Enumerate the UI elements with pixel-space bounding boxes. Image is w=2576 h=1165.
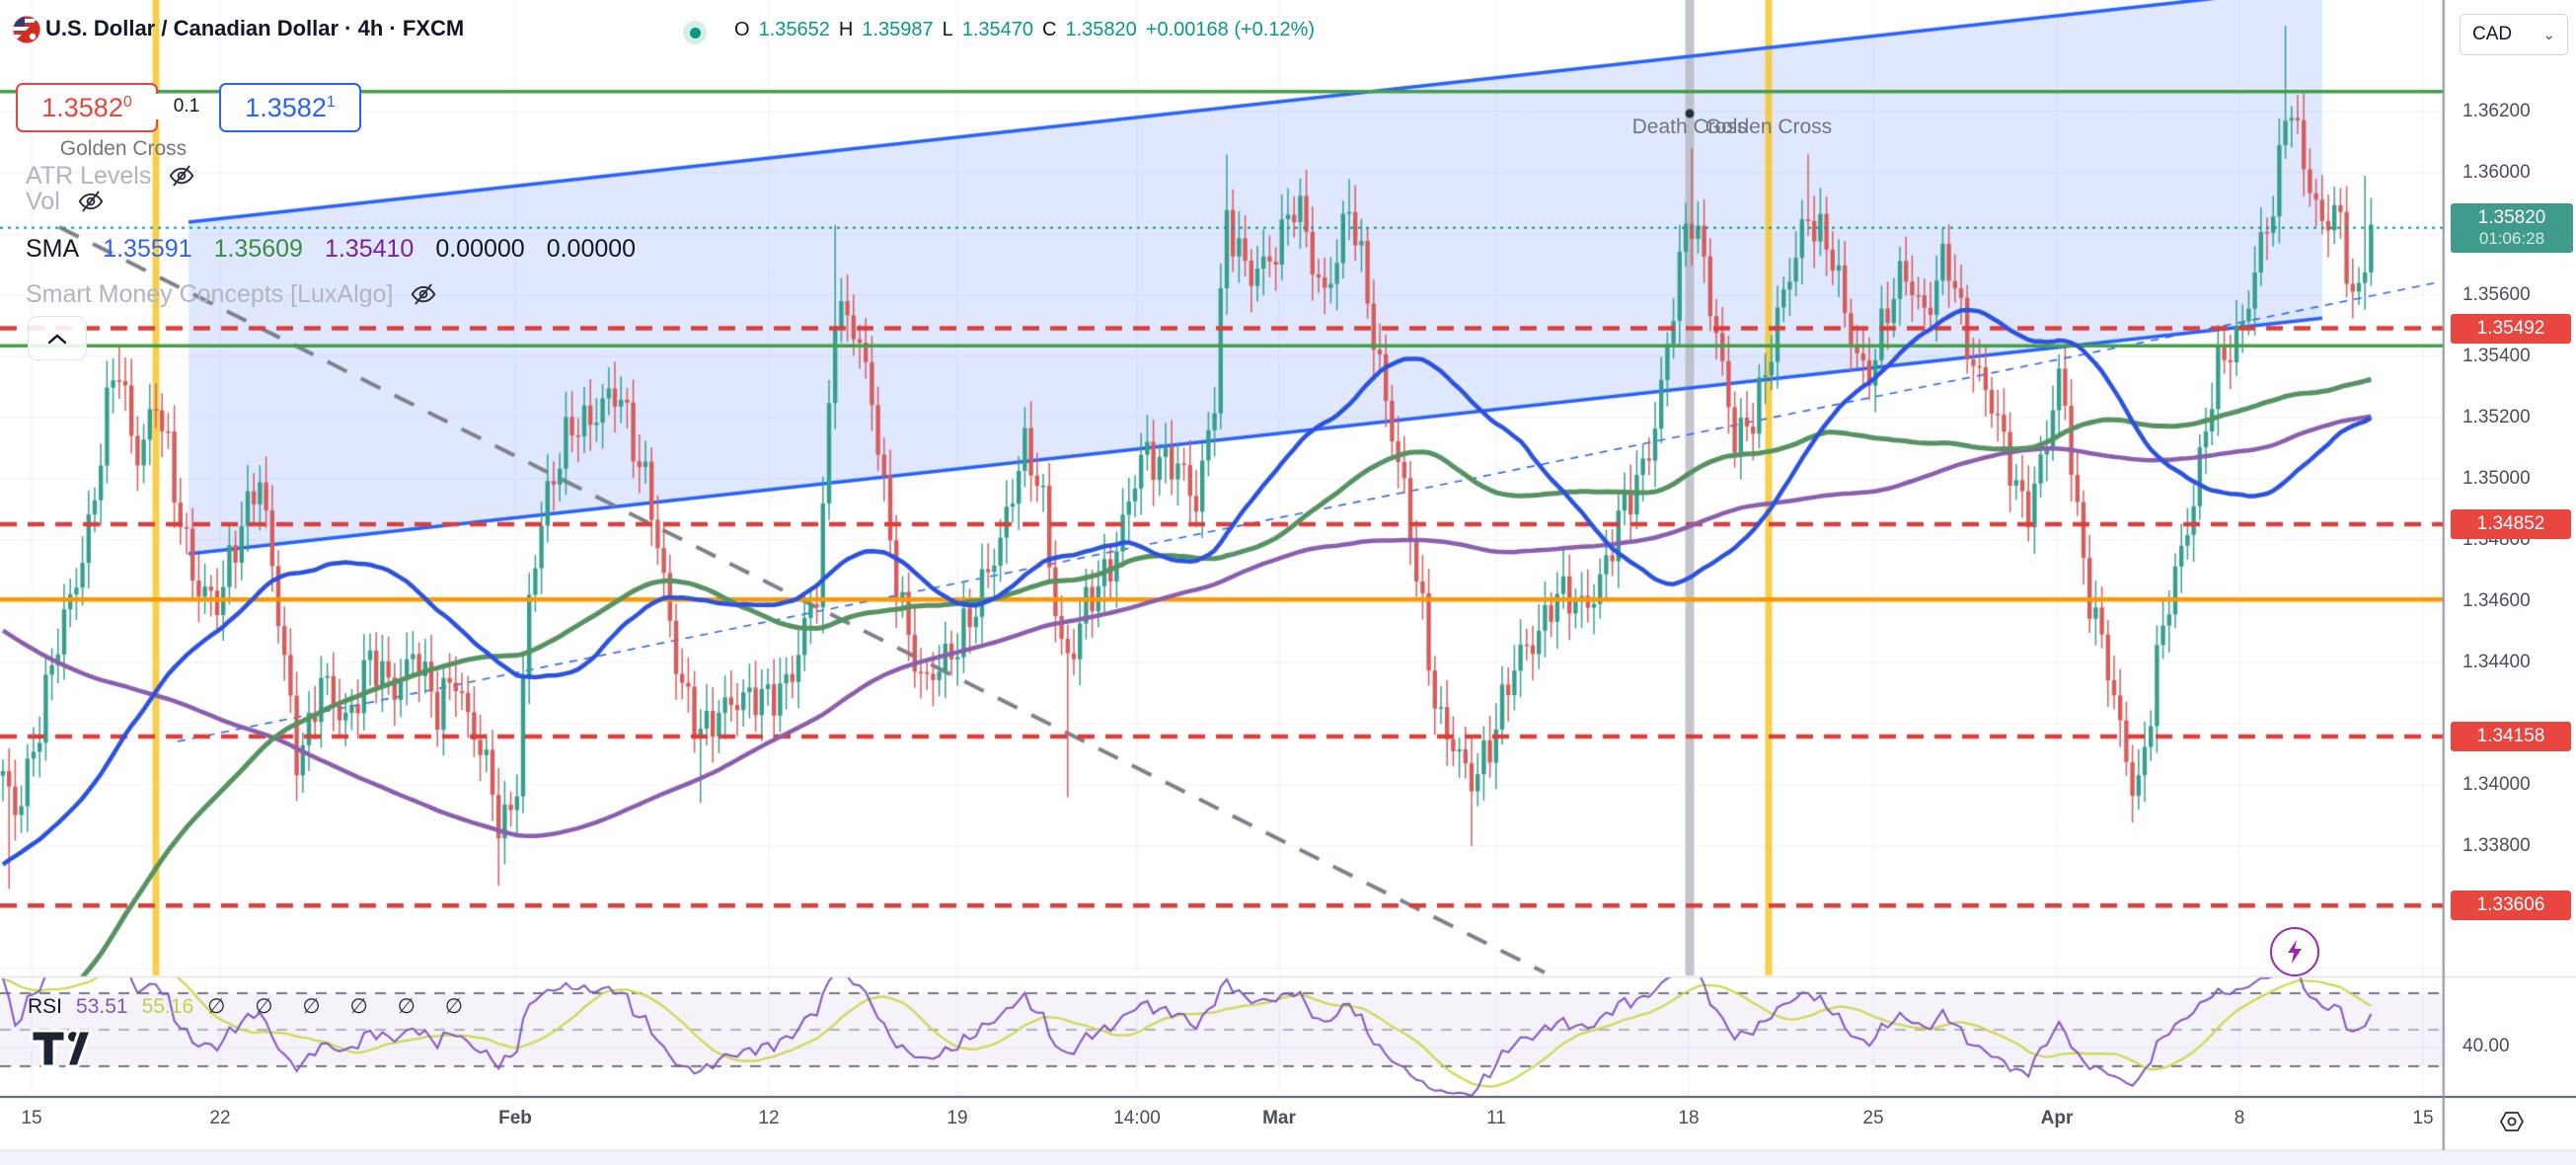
smc-label: Smart Money Concepts [LuxAlgo] — [26, 279, 394, 308]
tradingview-logo[interactable] — [30, 1029, 97, 1068]
spread-value: 0.1 — [156, 94, 217, 119]
open-label: O — [734, 19, 750, 40]
time-tick-label: 8 — [2234, 1108, 2245, 1128]
time-tick-label: 15 — [2412, 1108, 2434, 1128]
legend-row-smart-money-concepts[interactable]: Smart Money Concepts [LuxAlgo] — [26, 279, 438, 309]
legend-row-atr-levels[interactable]: ATR Levels — [26, 161, 196, 191]
price-tick-label: 1.34600 — [2462, 590, 2531, 611]
time-tick-label: 19 — [947, 1108, 968, 1128]
legend-row-sma[interactable]: SMA 1.35591 1.35609 1.35410 0.00000 0.00000 — [26, 235, 679, 264]
high-value: 1.35987 — [862, 19, 934, 40]
time-tick-label: 14:00 — [1113, 1108, 1161, 1128]
rsi-label: RSI — [28, 994, 63, 1018]
legend-row-volume[interactable]: Vol — [26, 187, 106, 216]
ohlc-readout: O 1.35652 H 1.35987 L 1.35470 C 1.35820 … — [734, 19, 1315, 41]
volume-label: Vol — [26, 187, 60, 215]
axis-settings-icon[interactable] — [2498, 1108, 2526, 1135]
market-status-icon[interactable] — [683, 21, 707, 44]
rsi-signal-value: 55.16 — [141, 994, 194, 1018]
low-value: 1.35470 — [961, 19, 1034, 40]
time-tick-label: 15 — [21, 1108, 42, 1128]
death-cross-label: Death Cross — [1631, 116, 1748, 138]
currency-label: CAD — [2472, 24, 2513, 44]
usdcad-pair-flag-icon — [12, 15, 41, 44]
atr-level-price-label: 1.34852 — [2451, 509, 2571, 539]
time-tick-label: 25 — [1862, 1108, 1884, 1128]
currency-selector-button[interactable]: CAD ⌄ — [2460, 14, 2568, 55]
atr-level-price-label: 1.33606 — [2451, 891, 2571, 920]
atr-levels-label: ATR Levels — [26, 161, 152, 190]
price-tick-label: 1.33800 — [2462, 835, 2531, 856]
sma-values: 1.35591 1.35609 1.35410 0.00000 0.00000 — [103, 235, 657, 264]
atr-level-price-label: 1.34158 — [2451, 722, 2571, 751]
rsi-scale-label: 40.00 — [2462, 1036, 2510, 1056]
eye-off-icon[interactable] — [76, 187, 106, 216]
current-price-label: 1.35820 01:06:28 — [2451, 203, 2573, 253]
collapse-legend-button[interactable] — [28, 316, 87, 360]
time-tick-label: 11 — [1486, 1108, 1506, 1128]
time-tick-label: Apr — [2040, 1108, 2074, 1128]
sell-bid-button[interactable]: 1.3582 0 — [16, 83, 158, 132]
time-tick-label: 22 — [209, 1108, 231, 1128]
symbol-title[interactable]: U.S. Dollar / Canadian Dollar · 4h · FXC… — [45, 16, 465, 40]
close-label: C — [1042, 19, 1057, 40]
rsi-empty-values: ∅ ∅ ∅ ∅ ∅ ∅ — [207, 995, 476, 1018]
sma-value: 1.35410 — [324, 235, 415, 263]
time-tick-label: 18 — [1678, 1108, 1700, 1128]
sma-value: 1.35609 — [213, 235, 303, 263]
change-value: +0.00168 (+0.12%) — [1145, 19, 1316, 40]
chevron-up-icon — [47, 333, 67, 344]
price-tick-label: 1.35200 — [2462, 407, 2531, 427]
golden-cross-label-right: Golden Cross — [1705, 116, 1833, 138]
time-tick-label: Mar — [1262, 1108, 1296, 1128]
sma-value: 0.00000 — [546, 235, 637, 263]
chevron-down-icon: ⌄ — [2542, 27, 2555, 43]
eye-off-icon[interactable] — [167, 161, 196, 191]
open-value: 1.35652 — [758, 19, 830, 40]
price-tick-label: 1.35000 — [2462, 468, 2531, 489]
time-tick-label: Feb — [498, 1108, 532, 1128]
rsi-legend-row[interactable]: RSI 53.51 55.16 ∅ ∅ ∅ ∅ ∅ ∅ — [28, 994, 475, 1019]
current-price-value: 1.35820 — [2477, 207, 2546, 228]
low-label: L — [942, 19, 953, 40]
close-value: 1.35820 — [1065, 19, 1137, 40]
golden-cross-label-left: Golden Cross — [59, 137, 188, 160]
price-tick-label: 1.36200 — [2462, 101, 2531, 121]
price-tick-label: 1.36000 — [2462, 162, 2531, 183]
luxalgo-lightning-button[interactable] — [2270, 927, 2319, 976]
eye-off-icon[interactable] — [409, 279, 438, 309]
rsi-value: 53.51 — [76, 994, 128, 1018]
sma-value: 1.35591 — [103, 235, 192, 263]
lightning-bolt-icon — [2288, 940, 2302, 964]
sma-value: 0.00000 — [435, 235, 525, 263]
price-tick-label: 1.35600 — [2462, 284, 2531, 305]
price-tick-label: 1.35400 — [2462, 346, 2531, 366]
price-tick-label: 1.34000 — [2462, 774, 2531, 795]
buy-ask-button[interactable]: 1.3582 1 — [219, 83, 361, 132]
atr-level-price-label: 1.35492 — [2451, 314, 2571, 344]
high-label: H — [838, 19, 854, 40]
sma-label: SMA — [26, 235, 80, 263]
bar-countdown: 01:06:28 — [2478, 229, 2545, 248]
price-tick-label: 1.34400 — [2462, 652, 2531, 672]
time-tick-label: 12 — [758, 1108, 780, 1128]
